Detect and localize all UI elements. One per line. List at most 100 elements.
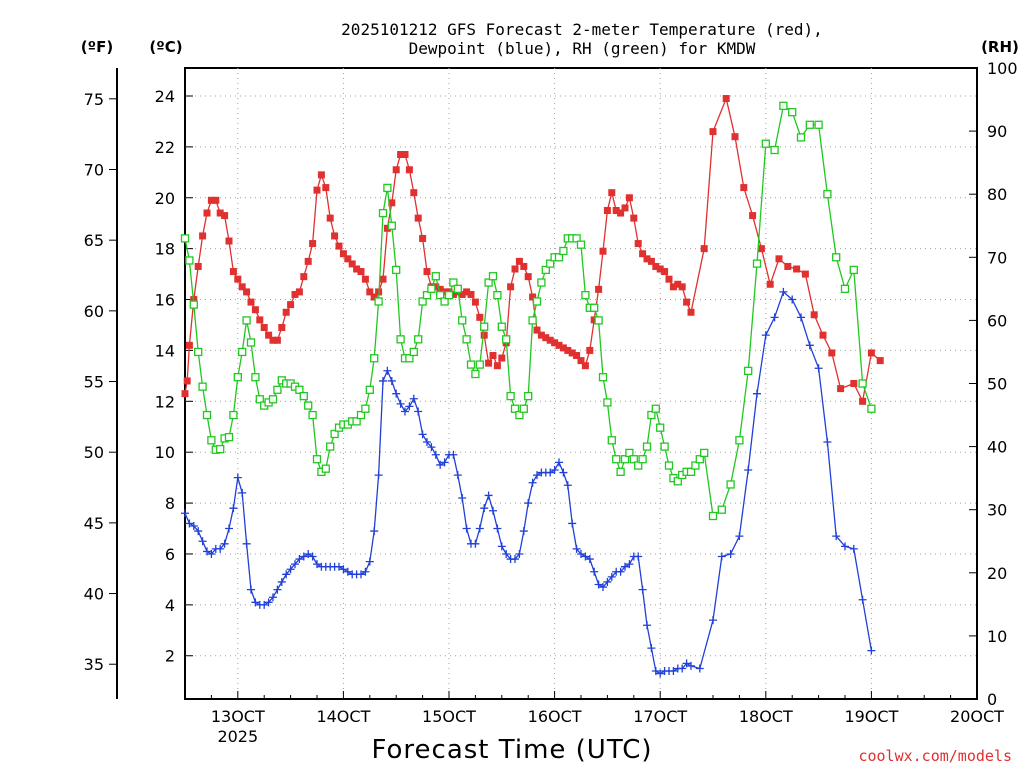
rh-point (832, 253, 841, 262)
rh-point (431, 272, 440, 281)
dewpoint-point (396, 399, 405, 408)
rh-point (488, 272, 498, 281)
dewpoint-point (519, 527, 528, 536)
temperature-point (577, 357, 585, 365)
temperature-point (537, 331, 545, 339)
temperature-point (278, 324, 286, 332)
f-tick-label: 35 (84, 655, 104, 674)
dewpoint-point (343, 567, 352, 576)
c-tick-label: 16 (155, 291, 175, 310)
dewpoint-point (599, 583, 607, 592)
temperature-point (392, 166, 400, 174)
temperature-point (449, 290, 457, 298)
dewpoint-point (181, 509, 189, 518)
temperature-point (828, 349, 836, 357)
temperature-point (507, 283, 515, 291)
rh-point (660, 442, 669, 451)
rh-point (620, 455, 630, 464)
dewpoint-point (709, 616, 717, 625)
temperature-point (529, 293, 537, 301)
rh-point (427, 284, 436, 294)
rh-point (229, 410, 238, 420)
temperature-point (656, 265, 664, 273)
rh-point (603, 398, 612, 407)
rh-point (180, 234, 190, 243)
dewpoint-point (304, 549, 313, 558)
dewpoint-point (453, 471, 462, 480)
dewpoint-point (387, 376, 396, 385)
temperature-point (603, 206, 611, 214)
dewpoint-point (242, 539, 251, 548)
temperature-point (859, 397, 867, 405)
rh-point (268, 395, 278, 404)
temperature-point (612, 206, 620, 214)
temperature-point (335, 242, 343, 250)
rh-tick-label: 100 (987, 59, 1018, 78)
c-tick-label: 8 (165, 494, 175, 513)
rh-tick-label: 50 (987, 375, 1007, 394)
temperature-point (749, 212, 757, 220)
dewpoint-point (594, 580, 603, 589)
rh-point (356, 410, 366, 420)
dewpoint-point (436, 460, 445, 469)
temperature-point (432, 283, 440, 291)
rh-point (409, 347, 418, 357)
rh-point (326, 442, 335, 451)
dewpoint-point (198, 537, 207, 546)
x-tick-label: 20OCT (950, 707, 1004, 726)
dewpoint-point (634, 552, 643, 561)
temperature-point (251, 306, 259, 314)
f-tick-label: 60 (84, 302, 104, 321)
rh-point (352, 417, 361, 426)
temperature-point (300, 273, 308, 281)
dewpoint-point (225, 524, 233, 533)
temperature-point (216, 209, 224, 217)
dewpoint-point (744, 466, 753, 475)
rh-tick-label: 0 (987, 690, 997, 709)
dewpoint-point (867, 646, 876, 655)
rh-point (255, 395, 264, 404)
temperature-point (199, 232, 207, 240)
rh-point (198, 382, 207, 391)
dewpoint-point (418, 430, 427, 439)
dewpoint-point (220, 539, 229, 548)
rh-point (524, 391, 533, 401)
temperature-point (436, 285, 444, 293)
dewpoint-point (484, 491, 493, 500)
rh-tick-label: 60 (987, 311, 1007, 330)
dewpoint-point (555, 458, 563, 467)
rh-point (440, 297, 449, 306)
temperature-point (784, 262, 792, 270)
dewpoint-point (753, 389, 761, 398)
c-tick-label: 24 (155, 87, 175, 106)
rh-point (449, 278, 458, 287)
unit-label-celsius: (ºC) (149, 38, 182, 56)
dewpoint-point (647, 644, 656, 653)
dewpoint-point (841, 542, 849, 551)
temperature-point (225, 237, 233, 245)
dewpoint-point (524, 499, 533, 508)
dewpoint-point (779, 287, 788, 296)
temperature-point (766, 280, 774, 288)
temperature-point (542, 334, 550, 342)
dewpoint-point (286, 565, 295, 574)
temperature-point (595, 285, 603, 293)
temperature-point (801, 270, 809, 278)
temperature-point (520, 262, 528, 270)
temperature-point (401, 151, 409, 159)
rh-point (216, 444, 225, 454)
rh-point (700, 448, 709, 458)
rh-point (598, 373, 608, 382)
x-tick-label: 18OCT (739, 707, 793, 726)
rh-point (616, 467, 625, 476)
dewpoint-point (726, 549, 735, 558)
rh-point (207, 436, 216, 445)
dewpoint-point (185, 519, 194, 528)
dewpoint-point (379, 376, 387, 385)
temperature-point (564, 346, 572, 354)
temperature-point (405, 166, 413, 174)
dewpoint-point (638, 585, 647, 594)
dewpoint-point (475, 524, 484, 533)
rh-point (493, 291, 502, 300)
rh-point (708, 511, 718, 521)
